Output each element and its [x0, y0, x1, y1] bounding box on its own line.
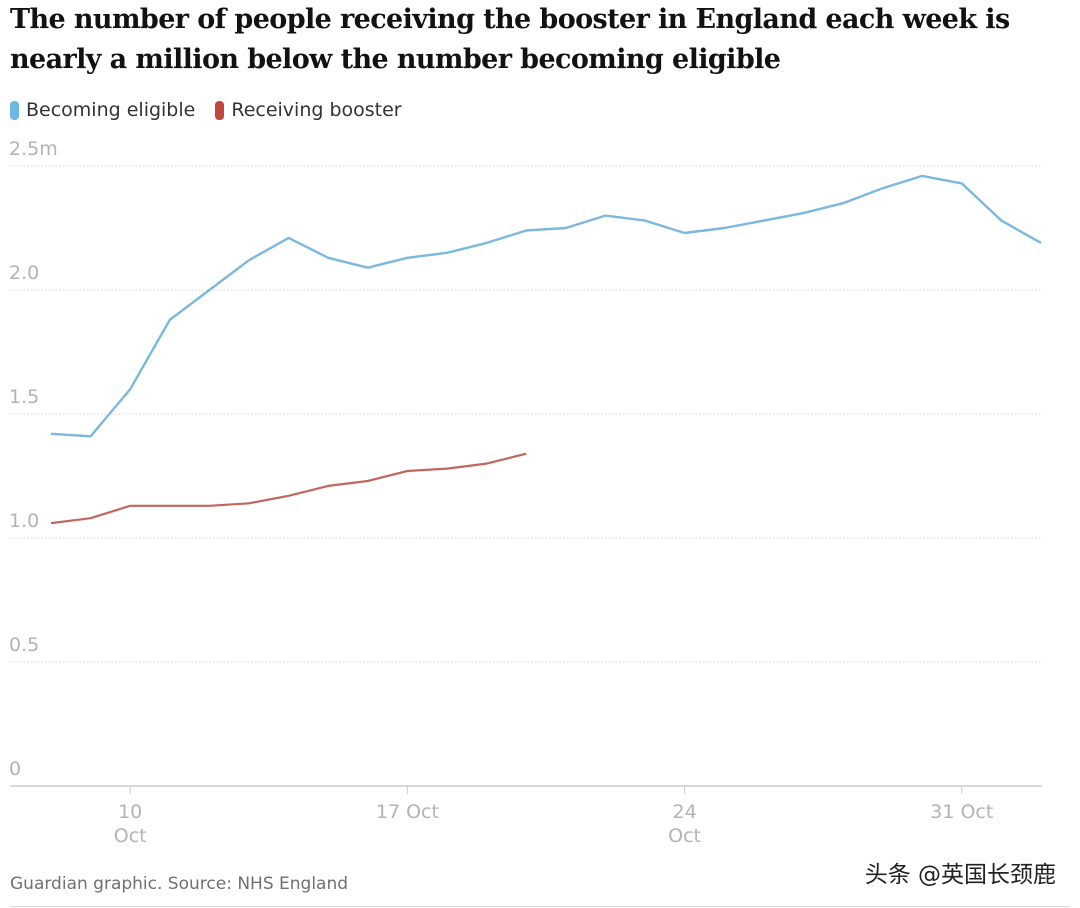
legend-item-receiving-booster: Receiving booster [215, 99, 402, 121]
chart-legend: Becoming eligible Receiving booster [10, 96, 402, 124]
x-tick-label: Oct [668, 825, 701, 847]
series-line-becoming-eligible [50, 174, 1042, 438]
y-tick-label: 2.5m [9, 138, 58, 160]
y-tick-label: 0 [9, 758, 21, 780]
legend-swatch-blue-icon [10, 100, 19, 120]
y-gridlines [10, 165, 1042, 663]
chart-title: The number of people receiving the boost… [10, 4, 1010, 75]
x-tick-label: Oct [114, 825, 147, 847]
x-tick-label: 24 [673, 801, 697, 823]
bottom-divider [10, 906, 1070, 907]
y-tick-label: 0.5 [9, 634, 39, 656]
watermark: 头条 @英国长颈鹿 [864, 862, 1056, 888]
y-tick-label: 1.0 [9, 510, 39, 532]
x-tick-label: 10 [118, 801, 142, 823]
y-axis-labels: 0 0.5 1.0 1.5 2.0 2.5m [9, 138, 58, 780]
series-line-receiving-booster [50, 452, 527, 525]
legend-swatch-red-icon [215, 100, 225, 120]
y-tick-label: 1.5 [9, 386, 39, 408]
legend-label: Receiving booster [231, 99, 402, 121]
legend-item-becoming-eligible: Becoming eligible [10, 99, 195, 121]
x-tick-label: 31 Oct [930, 801, 993, 823]
y-tick-label: 2.0 [9, 262, 39, 284]
source-credit: Guardian graphic. Source: NHS England [10, 874, 349, 894]
x-tick-label: 17 Oct [376, 801, 439, 823]
legend-label: Becoming eligible [26, 99, 196, 121]
